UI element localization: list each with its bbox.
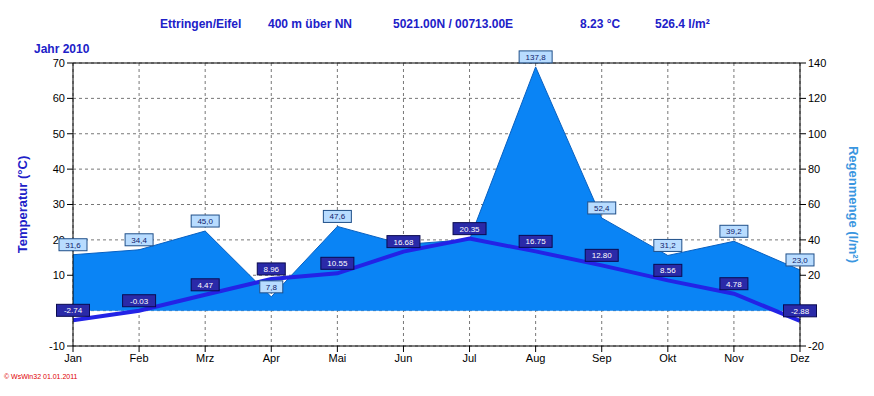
- svg-text:Jan: Jan: [64, 352, 82, 364]
- svg-text:40: 40: [53, 163, 65, 175]
- svg-text:20.35: 20.35: [460, 225, 481, 234]
- svg-text:-10: -10: [49, 340, 65, 352]
- svg-text:100: 100: [808, 128, 826, 140]
- svg-text:10: 10: [53, 269, 65, 281]
- svg-text:45,0: 45,0: [197, 217, 213, 226]
- svg-text:60: 60: [53, 92, 65, 104]
- svg-text:140: 140: [808, 57, 826, 69]
- svg-text:-2.88: -2.88: [791, 307, 810, 316]
- svg-text:Mai: Mai: [328, 352, 346, 364]
- svg-text:137,8: 137,8: [526, 53, 547, 62]
- svg-text:60: 60: [808, 198, 820, 210]
- html-text:Jahr 2010: Jahr 2010: [34, 42, 90, 56]
- svg-text:8.56: 8.56: [660, 266, 676, 275]
- svg-text:Feb: Feb: [130, 352, 149, 364]
- html-text:8.23 °C: 8.23 °C: [580, 17, 621, 31]
- svg-text:Jun: Jun: [395, 352, 413, 364]
- svg-text:Sep: Sep: [592, 352, 612, 364]
- svg-text:Regenmenge (l/m²): Regenmenge (l/m²): [846, 146, 861, 263]
- svg-text:80: 80: [808, 163, 820, 175]
- svg-text:4.47: 4.47: [197, 281, 213, 290]
- svg-text:70: 70: [53, 57, 65, 69]
- svg-text:39,2: 39,2: [726, 227, 742, 236]
- svg-text:31,2: 31,2: [660, 241, 676, 250]
- svg-text:31,6: 31,6: [65, 241, 81, 250]
- svg-text:120: 120: [808, 92, 826, 104]
- svg-text:-2.74: -2.74: [64, 306, 83, 315]
- svg-text:10.55: 10.55: [327, 259, 348, 268]
- html-text:Ettringen/Eifel: Ettringen/Eifel: [160, 17, 242, 31]
- svg-text:40: 40: [808, 234, 820, 246]
- svg-text:7,8: 7,8: [266, 283, 278, 292]
- svg-text:34,4: 34,4: [131, 236, 147, 245]
- svg-text:52,4: 52,4: [594, 204, 610, 213]
- svg-text:16.68: 16.68: [393, 238, 414, 247]
- svg-text:30: 30: [53, 198, 65, 210]
- svg-text:23,0: 23,0: [792, 256, 808, 265]
- svg-text:20: 20: [808, 269, 820, 281]
- svg-text:47,6: 47,6: [330, 212, 346, 221]
- svg-text:Temperatur (°C): Temperatur (°C): [15, 156, 30, 253]
- svg-text:Mrz: Mrz: [196, 352, 214, 364]
- svg-text:Dez: Dez: [790, 352, 810, 364]
- svg-text:16.75: 16.75: [526, 237, 547, 246]
- html-text:526.4 l/m²: 526.4 l/m²: [655, 17, 710, 31]
- svg-text:Okt: Okt: [659, 352, 676, 364]
- svg-text:Apr: Apr: [263, 352, 280, 364]
- svg-text:50: 50: [53, 128, 65, 140]
- svg-text:Nov: Nov: [724, 352, 744, 364]
- svg-text:8.96: 8.96: [263, 265, 279, 274]
- svg-text:-20: -20: [808, 340, 824, 352]
- svg-text:Jul: Jul: [463, 352, 477, 364]
- html-text:400 m über NN: 400 m über NN: [268, 17, 352, 31]
- svg-text:4.78: 4.78: [726, 280, 742, 289]
- svg-text:12.80: 12.80: [592, 251, 613, 260]
- svg-text:Aug: Aug: [526, 352, 546, 364]
- html-text:© WsWin32 01.01.2011: © WsWin32 01.01.2011: [4, 373, 78, 380]
- html-text:5021.00N / 00713.00E: 5021.00N / 00713.00E: [393, 17, 514, 31]
- svg-text:-0.03: -0.03: [130, 297, 149, 306]
